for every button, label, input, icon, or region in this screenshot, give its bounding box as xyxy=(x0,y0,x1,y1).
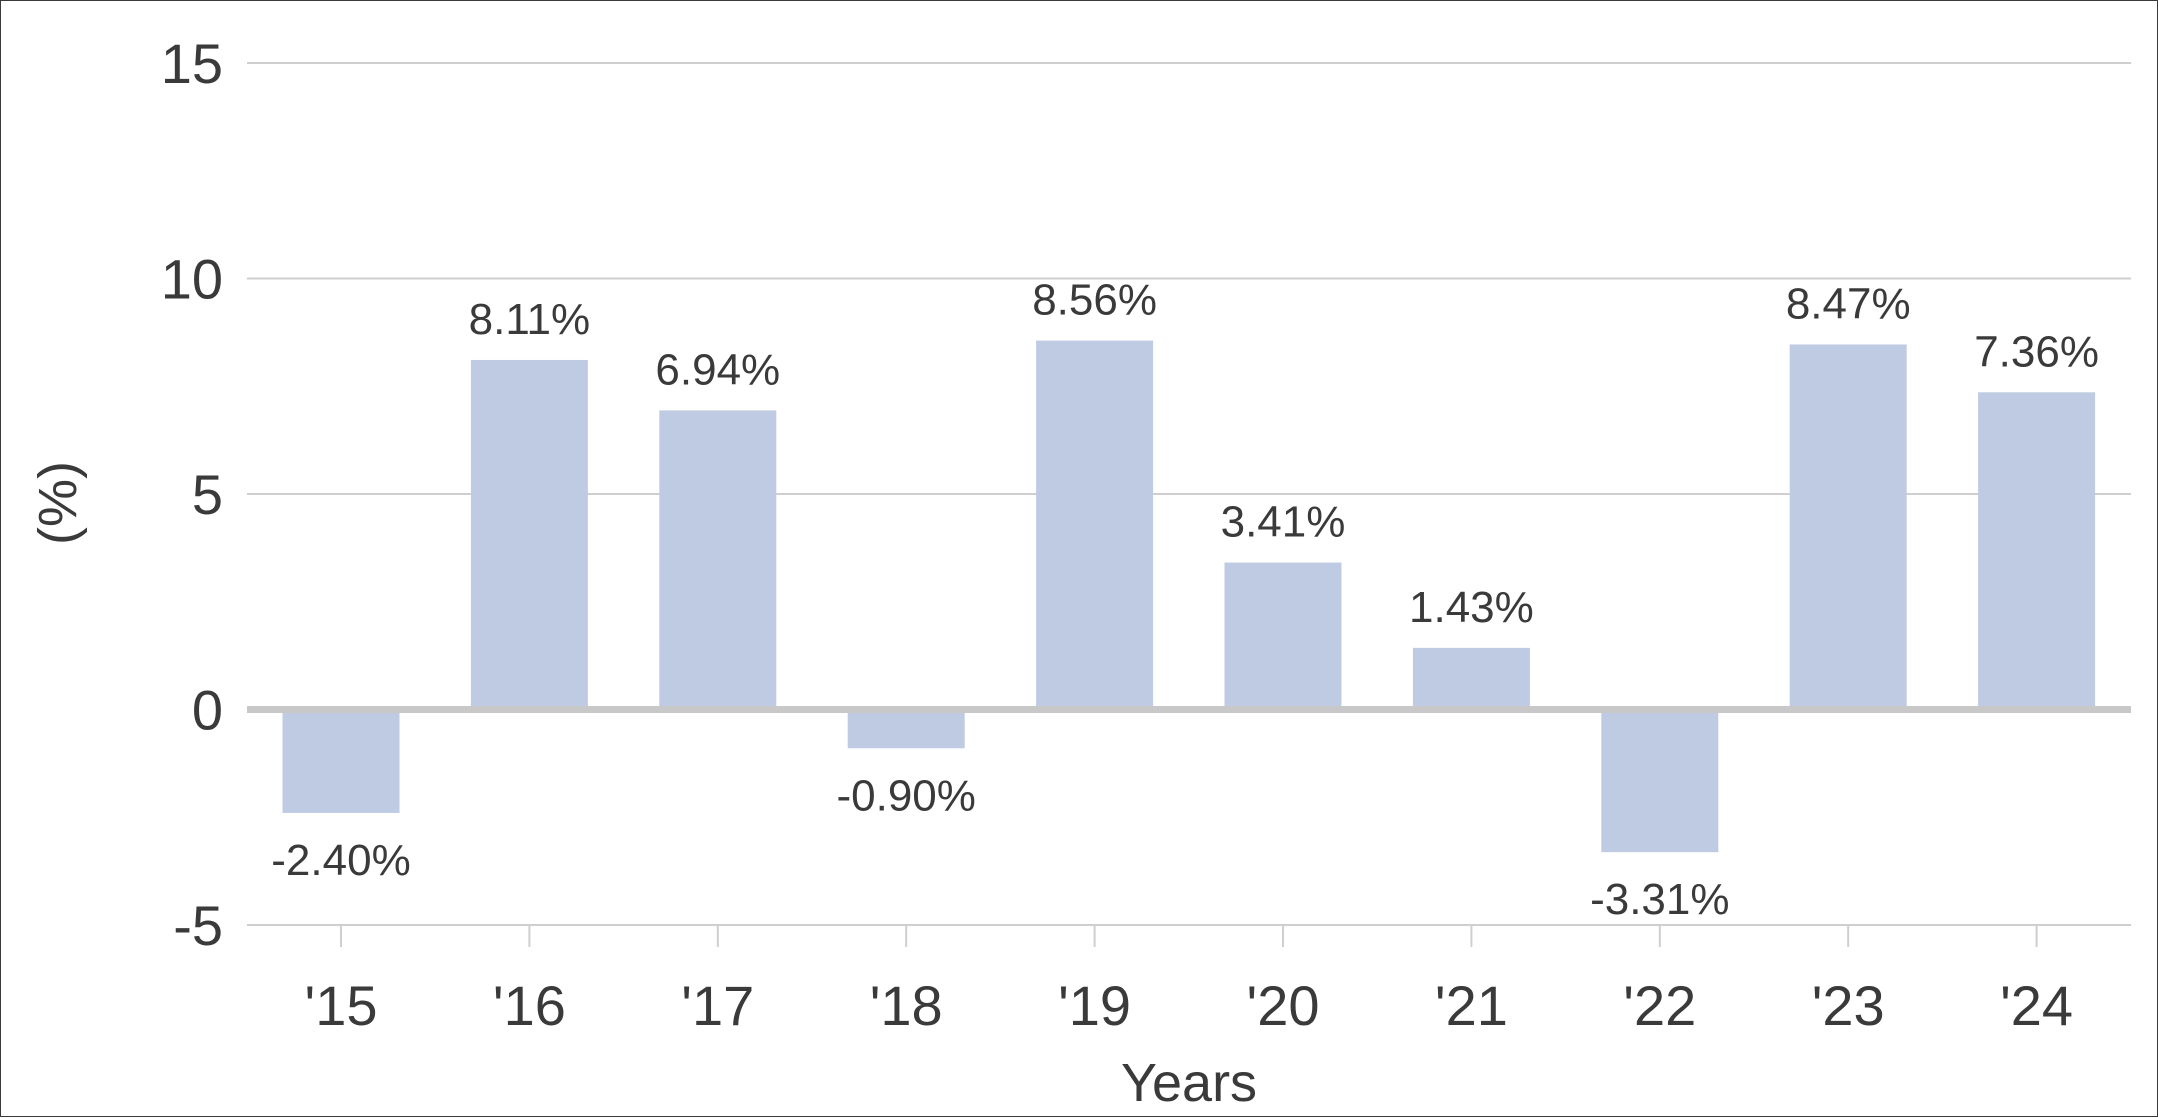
data-label: 7.36% xyxy=(1974,327,2099,376)
data-label: -0.90% xyxy=(836,771,975,820)
bar xyxy=(847,709,965,749)
x-tick-label: '24 xyxy=(2000,974,2073,1037)
bar xyxy=(1036,340,1154,710)
bar xyxy=(282,709,400,813)
y-tick-label: 10 xyxy=(161,248,223,311)
y-tick-label: 5 xyxy=(192,463,223,526)
x-tick-label: '22 xyxy=(1623,974,1696,1037)
x-tick-label: '17 xyxy=(681,974,754,1037)
data-label: 3.41% xyxy=(1221,498,1346,547)
data-label: -3.31% xyxy=(1590,875,1729,924)
x-tick-label: '21 xyxy=(1435,974,1508,1037)
x-axis-title: Years xyxy=(1121,1053,1257,1113)
bar xyxy=(1412,647,1530,710)
y-tick-label: 15 xyxy=(161,32,223,95)
bar xyxy=(659,410,777,710)
data-label: -2.40% xyxy=(271,836,410,885)
data-label: 8.47% xyxy=(1786,279,1911,328)
y-tick-label: -5 xyxy=(173,894,223,957)
x-tick-label: '20 xyxy=(1247,974,1320,1037)
x-tick-label: '18 xyxy=(870,974,943,1037)
y-axis-title: (%) xyxy=(28,461,88,545)
data-label: 8.56% xyxy=(1032,276,1157,325)
x-tick-label: '16 xyxy=(493,974,566,1037)
x-tick-label: '15 xyxy=(305,974,378,1037)
data-label: 8.11% xyxy=(469,295,591,344)
bar xyxy=(470,359,588,710)
data-label: 6.94% xyxy=(655,345,780,394)
bar xyxy=(1224,562,1342,710)
bar xyxy=(1601,709,1719,853)
x-tick-label: '23 xyxy=(1812,974,1885,1037)
x-tick-label: '19 xyxy=(1058,974,1131,1037)
y-tick-label: 0 xyxy=(192,679,223,742)
data-label: 1.43% xyxy=(1409,583,1534,632)
bar xyxy=(1978,392,2096,710)
bar xyxy=(1789,344,1907,710)
